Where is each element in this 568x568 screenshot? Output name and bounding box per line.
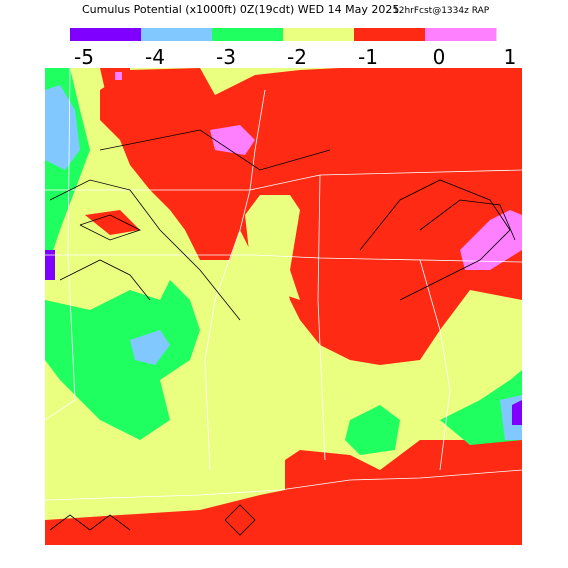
colorbar-tick-label: -5 (74, 45, 94, 69)
border (204, 89, 266, 471)
field-region (85, 210, 140, 235)
contour (79, 214, 142, 241)
colorbar-tick-label: -4 (145, 45, 165, 69)
contour (359, 179, 511, 301)
contour (59, 259, 151, 301)
colorbar-swatch (70, 28, 142, 41)
colorbar-tick-label: -2 (287, 45, 307, 69)
colorbar-swatch (425, 28, 497, 41)
contour (49, 514, 131, 531)
field-region (115, 72, 122, 80)
colorbar-tick-label: 0 (433, 45, 446, 69)
field-region (45, 250, 55, 280)
state-borders (45, 68, 522, 501)
contour (419, 199, 516, 241)
contours (49, 129, 516, 536)
colorbar-tick-label: -3 (216, 45, 236, 69)
field-region (130, 330, 170, 365)
border (317, 174, 326, 461)
border (45, 169, 522, 191)
border (419, 259, 451, 471)
border (45, 68, 76, 421)
colorbar: -5 -4 -3 -2 -1 0 1 (70, 28, 516, 69)
contour (99, 129, 331, 171)
field-region (210, 125, 255, 155)
colorbar-swatch (283, 28, 355, 41)
title: Cumulus Potential (x1000ft) 0Z(19cdt) WE… (82, 3, 399, 16)
map (45, 68, 522, 545)
colorbar-tick-label: 1 (504, 45, 517, 69)
field-region (440, 370, 522, 445)
field-region (345, 405, 400, 455)
model-info: 12hrFcst@1334z RAP (393, 6, 490, 16)
colorbar-swatch (212, 28, 284, 41)
contour (49, 179, 241, 321)
coast (45, 469, 522, 501)
field-region (45, 420, 522, 545)
contour (224, 504, 256, 536)
colorbar-tick-label: -1 (358, 45, 378, 69)
field-region (45, 280, 200, 440)
colorbar-swatch (141, 28, 213, 41)
colorbar-swatch (354, 28, 426, 41)
field-region (245, 195, 300, 300)
field-region (100, 68, 522, 365)
field-region (512, 400, 522, 425)
border (45, 254, 522, 263)
field-region (45, 85, 80, 170)
